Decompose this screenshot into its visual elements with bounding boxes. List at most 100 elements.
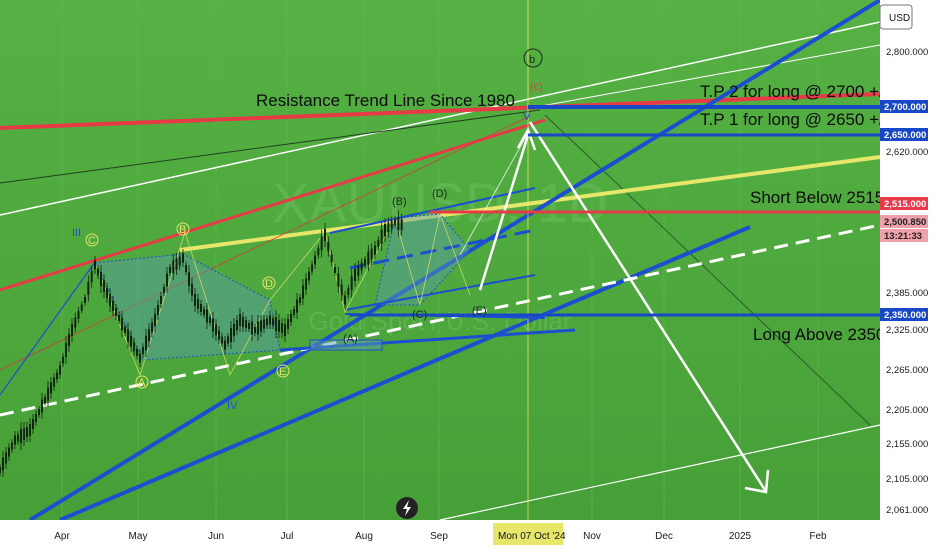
white-dashed-trend — [0, 223, 881, 417]
candle-body — [14, 435, 16, 445]
candle-body — [87, 281, 90, 295]
blue-main-diagonal — [28, 0, 882, 522]
candle-body — [296, 299, 298, 313]
candle-body — [227, 336, 229, 344]
candle-body — [94, 260, 96, 270]
candle-body — [26, 427, 28, 437]
candle-body — [367, 251, 370, 265]
dark-diag-line — [544, 114, 871, 426]
candle-body — [360, 262, 363, 271]
candle-body — [334, 267, 336, 273]
candle-body — [284, 324, 286, 336]
candle-body — [314, 255, 316, 265]
candle-body — [65, 343, 67, 357]
candle-body — [178, 256, 181, 266]
red-resistance-line — [0, 92, 881, 130]
candle-body — [77, 311, 80, 319]
candle-body — [266, 318, 268, 326]
candle-body — [242, 317, 244, 327]
candle-body — [103, 280, 105, 292]
wave-b: b — [529, 54, 535, 66]
time-axis[interactable] — [0, 520, 880, 550]
candle-body — [254, 327, 256, 333]
wave-(D): (D) — [432, 188, 447, 200]
candle-body — [293, 309, 295, 315]
candle-body — [160, 296, 162, 304]
price-tags: 2,700.000 2,650.000 2,515.000 2,500.850 … — [880, 100, 928, 321]
candle-body — [203, 309, 205, 315]
price-axis[interactable] — [880, 0, 932, 550]
x-tick-0: Apr — [54, 531, 70, 542]
candle-body — [327, 241, 330, 252]
candle-body — [175, 258, 178, 270]
candle-body — [221, 336, 223, 344]
candle-body — [278, 320, 280, 332]
y-tick-1: 2,620.000 — [886, 147, 928, 158]
crosshair-date: Mon 07 Oct '24 — [498, 531, 566, 542]
candle-body — [269, 315, 271, 325]
candle-body — [364, 259, 366, 265]
candle-body — [218, 330, 220, 340]
x-tick-1: May — [129, 531, 148, 542]
price-tag-2350: 2,350.000 — [884, 310, 926, 321]
candle-body — [340, 284, 343, 296]
candle-body — [44, 397, 46, 403]
candle-body — [133, 342, 135, 352]
white-top-line — [529, 44, 881, 109]
candle-body — [8, 447, 10, 457]
candle-body — [136, 348, 138, 356]
candle-body — [38, 409, 40, 415]
white-upper-channel — [0, 21, 881, 216]
y-tick-6: 2,155.000 — [886, 439, 928, 450]
candle-body — [245, 320, 247, 328]
price-tag-2650: 2,650.000 — [884, 130, 926, 141]
wave-A: A — [138, 377, 146, 389]
candle-body — [53, 377, 55, 387]
candle-body — [281, 323, 283, 333]
candle-body — [148, 329, 150, 342]
candle-body — [215, 324, 217, 336]
candle-body — [47, 387, 49, 401]
candle-body — [230, 328, 232, 342]
candle-body — [172, 260, 175, 274]
candle-body — [350, 276, 353, 291]
candle-body — [41, 399, 43, 413]
y-tick-4: 2,265.000 — [886, 365, 928, 376]
candle-body — [182, 253, 184, 263]
candle-body — [145, 335, 147, 350]
wave-C: C — [88, 235, 96, 247]
candle-body — [394, 219, 396, 225]
crosshair-date-box — [493, 523, 563, 545]
candle-body — [68, 334, 70, 346]
annotation-short: Short Below 2515 — [750, 188, 884, 207]
candle-body — [151, 322, 153, 333]
candle-body — [330, 254, 333, 263]
currency-button[interactable] — [879, 4, 913, 30]
white-bottom-line — [439, 424, 881, 521]
yellow-trend-line — [179, 155, 881, 252]
x-tick-5: Sep — [430, 531, 448, 542]
wave-(A): (A) — [343, 333, 358, 345]
candle-body — [163, 287, 165, 293]
candle-body — [344, 295, 346, 305]
candle-body — [257, 321, 259, 335]
candle-body — [287, 319, 289, 329]
candle-body — [308, 271, 310, 281]
blue-lower-diagonal — [59, 225, 751, 522]
candle-body — [400, 219, 403, 231]
candle-body — [380, 229, 383, 244]
candle-body — [121, 317, 123, 331]
candle-body — [397, 216, 400, 230]
wave-III: III — [72, 227, 81, 239]
candle-body — [206, 309, 208, 323]
candle-body — [35, 414, 37, 422]
candle-body — [32, 419, 34, 429]
candle-body — [248, 323, 250, 329]
candle-body — [20, 429, 22, 443]
candle-body — [260, 320, 262, 332]
candle-body — [17, 434, 19, 442]
candle-body — [305, 278, 307, 290]
x-tick-8: 2025 — [729, 531, 752, 542]
candle-body — [90, 271, 93, 283]
